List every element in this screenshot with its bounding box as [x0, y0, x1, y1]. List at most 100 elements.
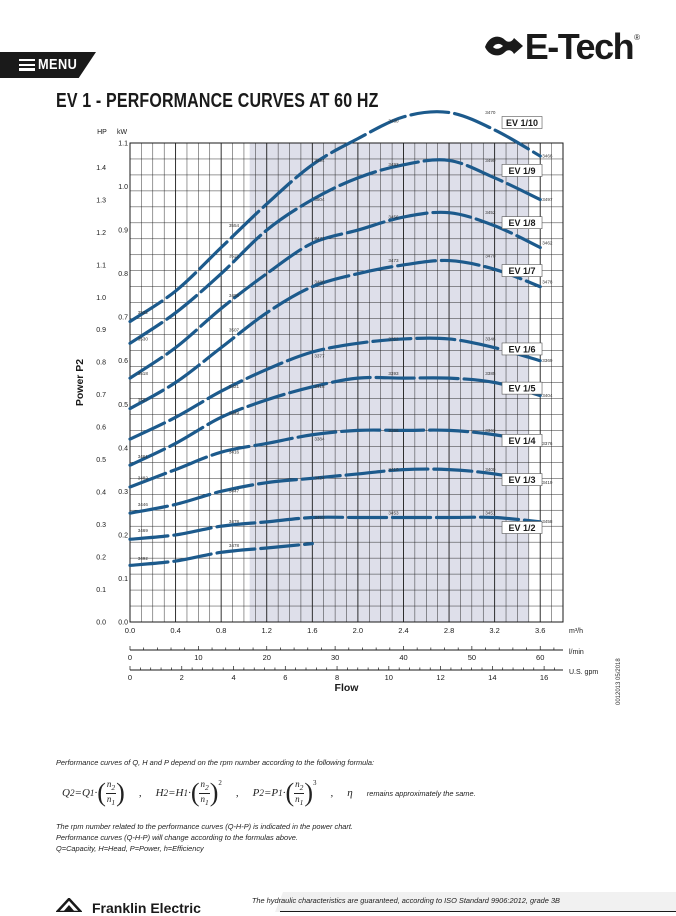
series-label: EV 1/9	[509, 166, 536, 176]
kw-tick-label: 0.1	[118, 576, 128, 583]
x-tick-label: 2.8	[444, 626, 454, 635]
rpm-label: 3352	[388, 336, 399, 341]
rpm-label: 3495	[229, 293, 240, 298]
rpm-label: 3404	[542, 393, 553, 398]
secondary-tick-label: 50	[468, 653, 476, 662]
secondary-tick-label: 12	[436, 673, 444, 682]
document-code: 0012013 05/2018	[616, 658, 622, 705]
hp-tick-label: 0.8	[96, 360, 106, 367]
secondary-tick-label: 14	[488, 673, 496, 682]
rpm-label: 3447	[229, 489, 240, 494]
secondary-unit-label: U.S. gpm	[569, 669, 598, 676]
hp-tick-label: 0.1	[96, 587, 106, 594]
hp-tick-label: 0.9	[96, 327, 106, 334]
rpm-label: 3363	[485, 428, 496, 433]
rpm-label: 3497	[542, 197, 553, 202]
rpm-label: 3449	[229, 410, 240, 415]
hp-tick-label: 0.7	[96, 392, 106, 399]
rpm-label: 3492	[138, 556, 149, 561]
rpm-label: 3456	[388, 214, 399, 219]
hp-tick-label: 1.4	[96, 165, 106, 172]
franklin-logo-icon	[56, 898, 82, 912]
x-tick-label: 3.6	[535, 626, 545, 635]
series-label-box	[501, 164, 543, 177]
series-line	[128, 210, 542, 380]
rpm-label: 3416	[229, 450, 240, 455]
series-label: EV 1/5	[509, 384, 536, 394]
hp-tick-label: 1.3	[96, 197, 106, 204]
kw-tick-label: 0.4	[118, 445, 128, 452]
hamburger-icon[interactable]	[19, 59, 35, 71]
series-label: EV 1/2	[509, 523, 536, 533]
series-label: EV 1/6	[509, 344, 536, 354]
hp-tick-label: 0.3	[96, 522, 106, 529]
x-tick-label: 0.4	[170, 626, 180, 635]
series-line	[128, 158, 542, 345]
menu-button[interactable]	[0, 52, 96, 78]
registered-mark: ®	[634, 32, 640, 42]
kw-tick-label: 0.2	[118, 532, 128, 539]
hp-tick-label: 0.4	[96, 490, 106, 497]
rpm-label: 3471	[314, 236, 325, 241]
rpm-label: 3377	[314, 354, 325, 359]
series-label: EV 1/8	[509, 218, 536, 228]
series-label-box	[501, 116, 543, 129]
rpm-label: 3490	[485, 158, 496, 163]
brand-logo: E-Tech ®	[483, 26, 640, 67]
rpm-label: 3400	[485, 467, 496, 472]
rpm-label: 3473	[388, 258, 399, 263]
x-tick-label: 0.0	[125, 626, 135, 635]
brand-name: E-Tech	[524, 26, 635, 67]
series-line	[128, 467, 542, 515]
series-line	[128, 110, 542, 324]
secondary-tick-label: 60	[536, 653, 544, 662]
rpm-label: 3480	[388, 119, 399, 124]
rpm-label: 3421	[229, 384, 240, 389]
secondary-tick-label: 0	[128, 653, 132, 662]
hp-tick-label: 0.6	[96, 425, 106, 432]
secondary-tick-label: 40	[399, 653, 407, 662]
kw-tick-label: 0.8	[118, 271, 128, 278]
x-tick-label: 0.8	[216, 626, 226, 635]
kw-tick-label: 0.5	[118, 402, 128, 409]
affinity-formulas: Q 2 =Q 1 ·( n2 n1) , H 2 =H 1 ·( n2 n1) 2 , P 2 =P 1 ·(…	[62, 778, 476, 807]
hp-tick-label: 0.0	[96, 620, 106, 627]
eta-note: remains approximately the same.	[366, 788, 476, 798]
rpm-label: 3522	[229, 254, 240, 259]
menu-label[interactable]: MENU	[38, 56, 78, 73]
note-line: Q=Capacity, H=Head, P=Power, h=Efficienc…	[56, 844, 204, 853]
rpm-label: 3494	[314, 158, 325, 163]
series-line	[128, 428, 542, 489]
rpm-label: 3504	[314, 197, 325, 202]
formula-intro: Performance curves of Q, H and P depend …	[56, 758, 375, 767]
rpm-label: 3385	[485, 371, 496, 376]
y-axis-title: Power P2	[74, 359, 86, 406]
series-label-box	[501, 434, 543, 447]
rpm-label: 3451	[485, 510, 496, 515]
secondary-tick-label: 30	[331, 653, 339, 662]
kw-tick-label: 0.7	[118, 315, 128, 322]
x-tick-label: 1.2	[262, 626, 272, 635]
rpm-label: 3478	[229, 519, 240, 524]
secondary-tick-label: 16	[540, 673, 548, 682]
series-label-box	[501, 216, 543, 229]
rpm-label: 3507	[229, 328, 240, 333]
secondary-unit-label: l/min	[569, 649, 584, 656]
rpm-label: 3469	[138, 528, 149, 533]
rpm-label: 3527	[138, 397, 149, 402]
notes: The rpm number related to the performanc…	[56, 821, 353, 854]
footer-text: The hydraulic characteristics are guaran…	[251, 896, 560, 905]
series-label: EV 1/7	[509, 266, 536, 276]
series-label: EV 1/10	[506, 118, 538, 128]
kw-unit-label: kW	[117, 129, 128, 136]
rpm-label: 3346	[485, 336, 496, 341]
series-label-box	[501, 381, 543, 395]
rpm-label: 3419	[542, 480, 553, 485]
hp-tick-label: 1.2	[96, 230, 106, 237]
rpm-label: 3424	[314, 476, 325, 481]
rpm-label: 3461	[138, 454, 149, 459]
secondary-tick-label: 10	[385, 673, 393, 682]
series-label: EV 1/3	[509, 475, 536, 485]
series-label: EV 1/4	[509, 436, 536, 446]
footer-bar	[275, 892, 676, 912]
